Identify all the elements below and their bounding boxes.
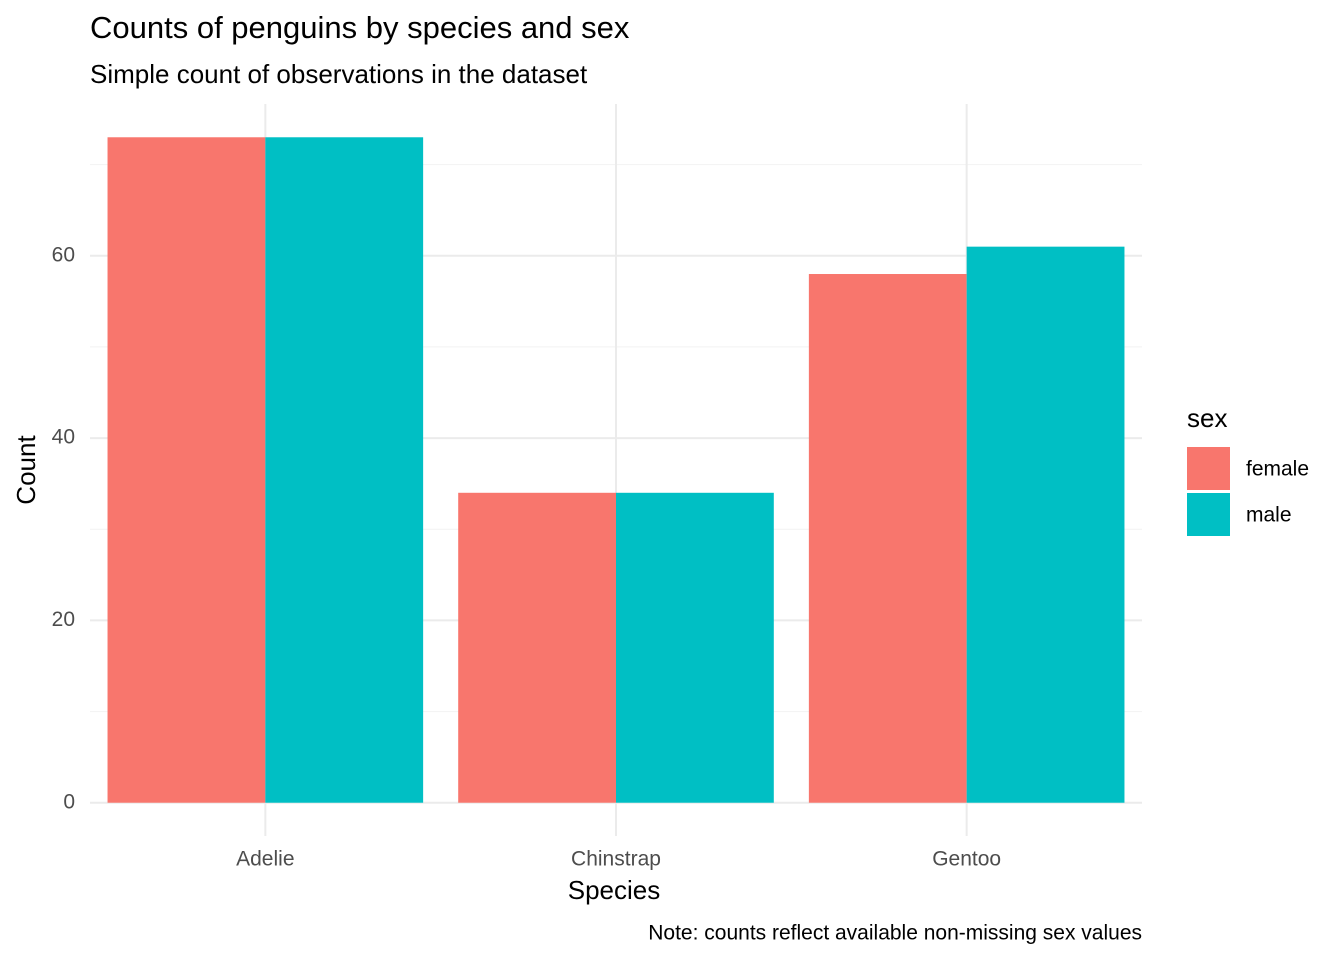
caption: Note: counts reflect available non-missi… [648,922,1142,945]
legend-title: sex [1187,403,1227,433]
x-tick-label: Chinstrap [571,848,661,871]
bar [265,137,424,803]
bar [966,246,1125,803]
x-tick-label: Gentoo [932,848,1001,871]
bar [458,492,616,803]
legend-key [1187,447,1230,490]
x-tick-label: Adelie [236,848,294,871]
x-axis-label: Species [568,875,661,905]
y-axis-label: Count [11,435,41,505]
chart-title: Counts of penguins by species and sex [90,10,630,45]
legend-label: male [1246,504,1292,527]
bar [107,137,266,803]
y-tick-label: 0 [63,790,75,813]
chart-subtitle: Simple count of observations in the data… [90,59,588,89]
y-tick-label: 20 [52,608,75,631]
bar [616,492,774,803]
legend-label: female [1246,458,1309,481]
legend-key [1187,493,1230,536]
y-tick-label: 60 [52,243,75,266]
bar [808,274,967,803]
y-tick-label: 40 [52,426,75,449]
